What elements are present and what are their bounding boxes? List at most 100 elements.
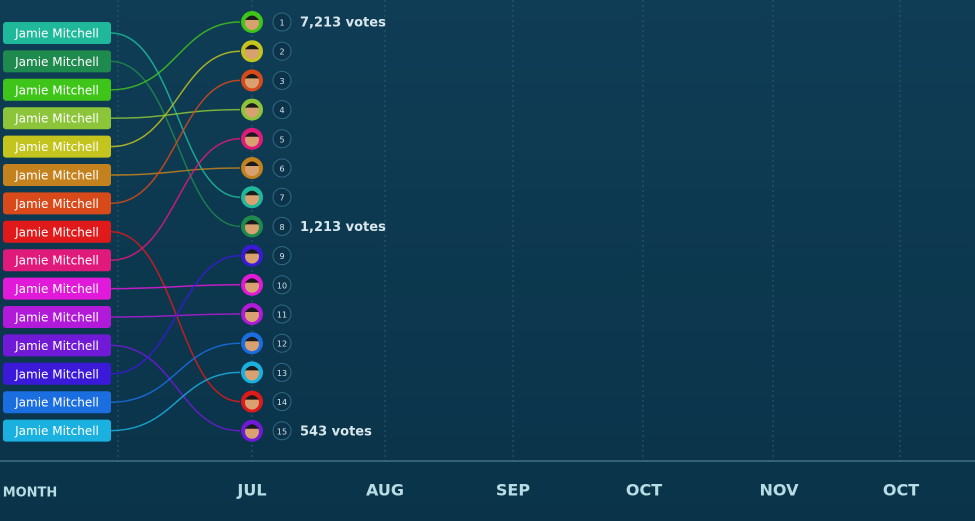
rank-number: 6 [279,165,284,174]
name-tag [3,362,111,385]
rank-number: 14 [277,398,287,407]
connector [110,60,241,228]
rank-badge [272,100,292,120]
avatar-cap [245,161,259,166]
vote-count: 1,213 votes [300,220,386,235]
connector [110,167,241,176]
rank-badge [272,70,292,90]
name-tag [3,164,111,186]
name-tag [3,249,111,272]
avatar-cap [245,103,259,108]
player-name: Jamie Mitchell [14,140,99,154]
rank-number: 2 [279,48,284,57]
month-label: OCT [626,481,662,500]
rank-number: 9 [279,252,284,261]
avatar-cap [245,249,259,254]
avatar-cap [245,307,259,312]
name-tag [3,107,111,130]
rank-number: 4 [279,106,284,115]
connector [110,344,241,432]
month-label: AUG [366,481,404,500]
connector [110,371,241,432]
name-tag [3,50,111,73]
connector [110,284,241,290]
avatar-cap [245,365,259,371]
avatar-cap [245,219,259,225]
name-tag [3,277,111,300]
connector [110,138,241,261]
connector [110,79,241,205]
name-tag [3,306,111,328]
rank-badge [272,158,292,178]
rank-badge [272,246,292,266]
rank-badge [272,304,292,324]
month-label: JUL [236,481,266,500]
rank-number: 12 [277,340,287,349]
player-name: Jamie Mitchell [14,396,99,410]
name-tag [3,391,111,414]
rank-number: 11 [277,311,287,320]
name-tag [3,135,111,158]
rank-number: 5 [279,135,284,144]
name-tag [3,220,111,243]
rank-badge [272,187,292,207]
name-tag [3,334,111,357]
rank-number: 3 [279,77,284,86]
month-label: OCT [883,481,919,500]
rank-number: 13 [277,369,287,378]
player-name: Jamie Mitchell [14,254,99,268]
connector [110,32,241,198]
connector [110,231,241,403]
connector [110,342,241,403]
rank-badge [272,12,292,32]
player-name: Jamie Mitchell [14,197,99,211]
avatar-cap [245,424,259,429]
rank-badge [272,275,292,295]
rank-number: 8 [279,223,284,232]
month-label: NOV [760,481,800,500]
avatar-cap [245,278,259,283]
rank-badge [272,421,292,441]
player-name: Jamie Mitchell [14,55,99,69]
rank-number: 1 [279,19,284,28]
name-tag [3,78,111,101]
avatar-cap [245,336,259,342]
avatar-cap [245,73,259,79]
player-name: Jamie Mitchell [14,169,99,183]
player-name: Jamie Mitchell [14,311,99,325]
player-name: Jamie Mitchell [14,282,99,296]
rank-badge [272,41,292,61]
connector [110,254,241,375]
rank-badge [272,392,292,412]
rank-badge [272,362,292,382]
avatar-cap [245,395,259,400]
player-name: Jamie Mitchell [14,27,99,41]
grid [117,0,901,461]
player-name: Jamie Mitchell [14,225,99,239]
vote-count: 543 votes [300,424,372,439]
player-name: Jamie Mitchell [14,339,99,353]
player-name: Jamie Mitchell [14,367,99,381]
rank-number: 15 [277,427,287,436]
axis-label: MONTH [3,486,58,501]
player-name: Jamie Mitchell [14,424,99,438]
rank-number: 7 [279,194,284,203]
avatar-cap [245,190,259,196]
rank-badge [272,216,292,236]
rank-badge [272,333,292,353]
rank-number: 10 [277,281,287,290]
name-tag [3,22,111,44]
connector [110,21,241,91]
avatar-cap [245,44,259,50]
month-label: SEP [496,481,530,500]
connector [110,50,241,148]
player-name: Jamie Mitchell [14,83,99,97]
name-tag [3,419,111,442]
avatar-cap [245,15,259,20]
player-name: Jamie Mitchell [14,112,99,126]
avatar-cap [245,132,259,137]
connector [110,108,241,119]
name-tag [3,192,111,215]
vote-count: 7,213 votes [300,16,386,31]
